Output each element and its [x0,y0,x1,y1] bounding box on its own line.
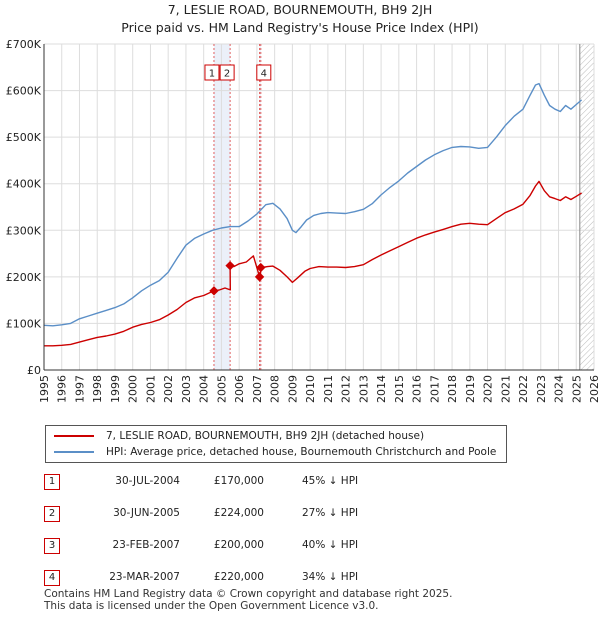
table-row: 3 23-FEB-2007 £200,000 40% ↓ HPI [44,538,404,556]
x-tick-label: 2011 [322,375,335,403]
x-tick-label: 2016 [411,375,424,403]
y-tick-label: £0 [27,364,41,377]
transaction-price: £224,000 [213,507,264,519]
transaction-point [254,272,265,282]
footer: Contains HM Land Registry data © Crown c… [44,588,452,612]
x-tick-label: 1995 [38,375,51,403]
transaction-hpi: 34% ↓ HPI [302,571,359,583]
marker-box-1 [204,64,220,81]
chart-subtitle: Price paid vs. HM Land Registry's House … [121,20,479,35]
x-tick-label: 2022 [517,375,530,403]
x-tick-label: 2021 [499,375,512,403]
transaction-date: 23-FEB-2007 [112,539,180,551]
transaction-number: 2 [44,506,60,522]
x-tick-label: 2010 [304,375,317,403]
shade-span [213,44,231,370]
x-tick-label: 1997 [73,375,86,403]
legend-item-hpi: HPI: Average price, detached house, Bour… [54,444,496,460]
x-tick-label: 2018 [446,375,459,403]
x-tick-label: 2009 [286,375,299,403]
footer-line-2: This data is licensed under the Open Gov… [44,600,379,612]
plot-area [44,44,594,370]
transaction-price: £170,000 [213,475,264,487]
transaction-hpi: 27% ↓ HPI [302,507,359,519]
x-tick-label: 2015 [393,375,406,403]
x-tick-label: 2014 [375,375,388,403]
x-tick-label: 2008 [269,375,282,403]
table-row: 2 30-JUN-2005 £224,000 27% ↓ HPI [44,506,404,524]
transaction-hpi: 40% ↓ HPI [302,539,359,551]
transaction-point [256,262,266,273]
series-line-property [44,180,582,347]
legend-item-property: 7, LESLIE ROAD, BOURNEMOUTH, BH9 2JH (de… [54,428,424,444]
forecast-region [579,44,594,370]
transaction-date: 30-JUN-2005 [113,507,180,519]
marker-label-4: 4 [261,69,267,80]
y-tick-label: £700K [6,38,42,51]
marker-box-2 [219,64,235,81]
transaction-date: 30-JUL-2004 [115,475,180,487]
x-tick-label: 2006 [233,375,246,403]
y-tick-label: £300K [6,224,42,237]
legend-label-hpi: HPI: Average price, detached house, Bour… [106,446,497,458]
transaction-number: 1 [44,474,60,490]
x-tick-label: 2004 [198,375,211,403]
x-tick-label: 2000 [127,375,140,403]
transaction-price: £200,000 [213,539,264,551]
table-row: 4 23-MAR-2007 £220,000 34% ↓ HPI [44,570,404,588]
legend-swatch-hpi [54,451,94,453]
transaction-point [209,286,219,296]
transaction-price: £220,000 [213,571,264,583]
y-tick-label: £600K [6,85,42,98]
x-tick-label: 1998 [91,375,104,403]
x-tick-label: 2007 [251,375,264,403]
x-tick-label: 2025 [570,375,583,403]
y-tick-label: £100K [6,317,42,330]
y-tick-label: £400K [6,178,42,191]
table-row: 1 30-JUL-2004 £170,000 45% ↓ HPI [44,474,404,492]
transaction-number: 4 [44,570,60,586]
marker-box-4 [256,64,272,81]
x-tick-label: 2001 [144,375,157,403]
x-tick-label: 2003 [180,375,193,403]
x-tick-label: 2026 [588,375,600,403]
x-tick-label: 2024 [553,375,566,403]
y-tick-label: £500K [6,131,42,144]
footer-line-1: Contains HM Land Registry data © Crown c… [44,588,453,600]
x-tick-label: 1999 [109,375,122,403]
x-tick-label: 2019 [464,375,477,403]
transaction-hpi: 45% ↓ HPI [302,475,359,487]
x-tick-label: 2020 [482,375,495,403]
y-tick-label: £200K [6,271,42,284]
x-tick-label: 2002 [162,375,175,403]
legend-label-property: 7, LESLIE ROAD, BOURNEMOUTH, BH9 2JH (de… [106,430,425,442]
chart-legend: 7, LESLIE ROAD, BOURNEMOUTH, BH9 2JH (de… [45,425,507,463]
price-chart: 1 2 4 £0 £100K £200K £300K £400K £500K £600K £700K… [6,38,600,403]
legend-swatch-property [54,435,94,437]
transaction-date: 23-MAR-2007 [109,571,180,583]
x-tick-label: 2013 [357,375,370,403]
x-tick-label: 2017 [428,375,441,403]
shade-span [259,44,261,370]
chart-title: 7, LESLIE ROAD, BOURNEMOUTH, BH9 2JH [167,2,433,17]
x-tick-label: 2012 [340,375,353,403]
x-tick-label: 2005 [215,375,228,403]
marker-label-2: 2 [224,69,230,80]
transaction-number: 3 [44,538,60,554]
x-tick-label: 2023 [535,375,548,403]
x-tick-label: 1996 [56,375,69,403]
series-line-hpi [43,82,583,327]
marker-label-1: 1 [209,69,215,80]
transaction-point [225,260,235,271]
